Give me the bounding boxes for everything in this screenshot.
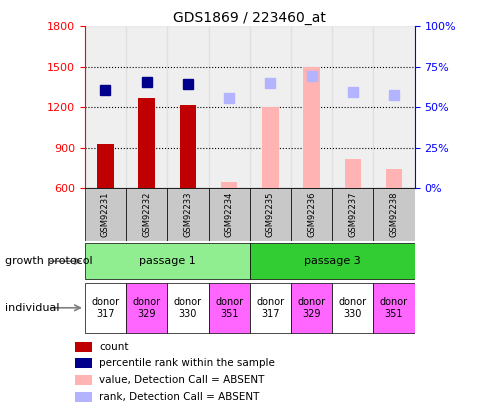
Text: donor
330: donor 330 <box>174 297 201 319</box>
Text: count: count <box>99 341 128 352</box>
Text: GSM92234: GSM92234 <box>224 192 233 237</box>
Bar <box>208 188 249 241</box>
Bar <box>290 26 332 188</box>
Bar <box>332 283 373 333</box>
Bar <box>75 375 92 385</box>
Title: GDS1869 / 223460_at: GDS1869 / 223460_at <box>173 11 326 25</box>
Text: donor
330: donor 330 <box>338 297 366 319</box>
Bar <box>373 26 414 188</box>
Text: GSM92236: GSM92236 <box>306 192 316 237</box>
Bar <box>373 283 414 333</box>
Bar <box>373 188 414 241</box>
Text: value, Detection Call = ABSENT: value, Detection Call = ABSENT <box>99 375 264 385</box>
Text: individual: individual <box>5 303 59 313</box>
Bar <box>332 188 373 241</box>
Bar <box>208 283 249 333</box>
Bar <box>75 392 92 402</box>
Bar <box>85 26 126 188</box>
Text: donor
351: donor 351 <box>215 297 242 319</box>
Bar <box>167 26 208 188</box>
Bar <box>220 182 237 188</box>
Text: passage 1: passage 1 <box>138 256 196 266</box>
Text: donor
351: donor 351 <box>379 297 407 319</box>
Bar <box>249 188 290 241</box>
Text: GSM92237: GSM92237 <box>348 192 357 237</box>
Bar <box>167 283 208 333</box>
Bar <box>75 358 92 368</box>
Bar <box>167 188 208 241</box>
Text: passage 3: passage 3 <box>303 256 360 266</box>
Text: GSM92235: GSM92235 <box>265 192 274 237</box>
Bar <box>332 26 373 188</box>
Bar <box>261 107 278 188</box>
Text: rank, Detection Call = ABSENT: rank, Detection Call = ABSENT <box>99 392 259 402</box>
Bar <box>344 159 360 188</box>
Text: donor
317: donor 317 <box>256 297 284 319</box>
Text: percentile rank within the sample: percentile rank within the sample <box>99 358 274 368</box>
Bar <box>385 169 401 188</box>
Text: GSM92232: GSM92232 <box>142 192 151 237</box>
Bar <box>249 26 290 188</box>
Bar <box>97 144 113 188</box>
Bar <box>249 283 290 333</box>
Bar <box>85 243 249 279</box>
Bar <box>85 283 126 333</box>
Bar <box>179 104 196 188</box>
Bar <box>303 67 319 188</box>
Bar <box>249 243 414 279</box>
Text: donor
317: donor 317 <box>91 297 119 319</box>
Text: donor
329: donor 329 <box>297 297 325 319</box>
Text: GSM92233: GSM92233 <box>183 192 192 237</box>
Bar <box>126 283 167 333</box>
Bar <box>290 188 332 241</box>
Text: growth protocol: growth protocol <box>5 256 92 266</box>
Bar <box>85 188 126 241</box>
Text: GSM92238: GSM92238 <box>389 192 398 237</box>
Text: donor
329: donor 329 <box>133 297 160 319</box>
Bar <box>138 98 154 188</box>
Bar <box>126 26 167 188</box>
Bar <box>208 26 249 188</box>
Bar <box>290 283 332 333</box>
Bar <box>126 188 167 241</box>
Text: GSM92231: GSM92231 <box>101 192 110 237</box>
Bar <box>75 341 92 352</box>
